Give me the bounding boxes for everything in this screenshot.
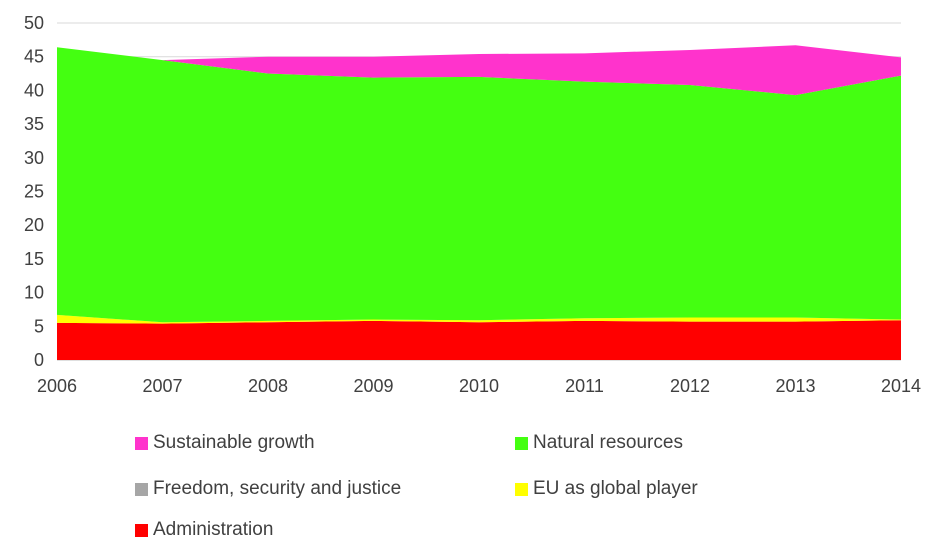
x-tick-label: 2013 (775, 376, 815, 396)
x-tick-label: 2009 (353, 376, 393, 396)
y-tick-label: 10 (24, 283, 44, 303)
x-axis-tick-labels: 2006 2007 2008 2009 2010 2011 2012 2013 2014 (37, 376, 921, 396)
x-tick-label: 2014 (881, 376, 921, 396)
x-tick-label: 2012 (670, 376, 710, 396)
x-tick-label: 2007 (142, 376, 182, 396)
y-tick-label: 40 (24, 80, 44, 100)
x-tick-label: 2008 (248, 376, 288, 396)
x-tick-label: 2010 (459, 376, 499, 396)
y-tick-label: 20 (24, 215, 44, 235)
x-tick-label: 2006 (37, 376, 77, 396)
area-natural-resources (57, 47, 901, 323)
x-tick-label: 2011 (565, 376, 604, 396)
y-tick-label: 30 (24, 148, 44, 168)
area-eu-as-global-player (57, 314, 901, 324)
y-axis-tick-labels: 0 5 10 15 20 25 30 35 40 45 50 (24, 13, 44, 370)
area-administration (57, 320, 901, 360)
y-tick-label: 35 (24, 114, 44, 134)
series-areas (57, 45, 901, 360)
y-tick-label: 0 (34, 350, 44, 370)
y-tick-label: 15 (24, 249, 44, 269)
y-tick-label: 25 (24, 182, 44, 202)
y-tick-label: 45 (24, 47, 44, 67)
y-tick-label: 5 (34, 316, 44, 336)
area-sustainable-growth (57, 45, 901, 96)
y-tick-label: 50 (24, 13, 44, 33)
